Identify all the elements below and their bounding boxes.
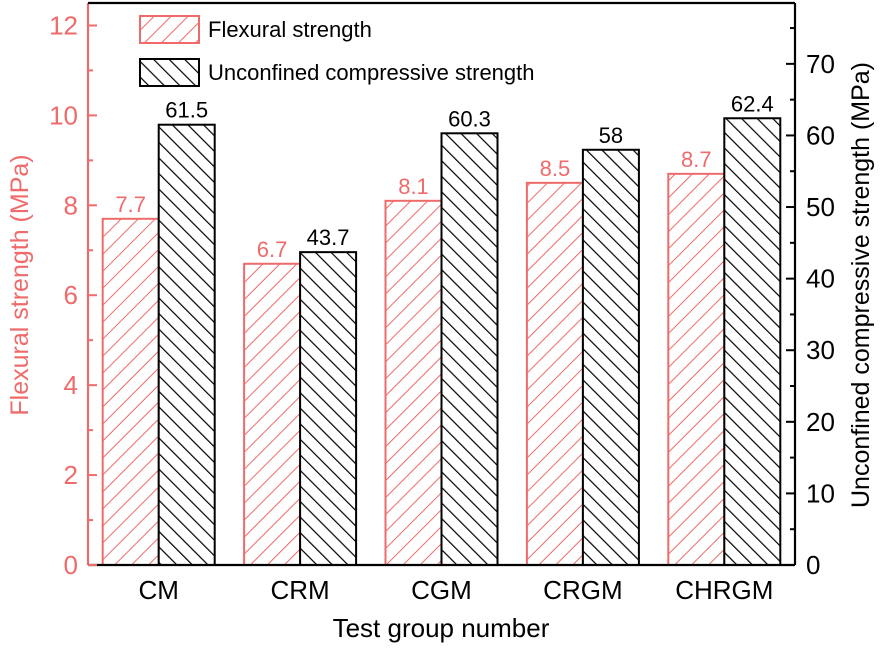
x-tick-label-crm: CRM <box>270 575 329 605</box>
right-tick-label: 30 <box>806 335 835 365</box>
right-tick-label: 20 <box>806 407 835 437</box>
left-tick-label: 8 <box>64 190 78 220</box>
bar-flexural-chrgm <box>667 172 726 567</box>
value-label-flexural-chrgm: 8.7 <box>681 147 712 172</box>
value-label-ucs-crgm: 58 <box>599 123 623 148</box>
y-axis-title: Flexural strength (MPa) <box>6 154 34 415</box>
value-label-ucs-chrgm: 62.4 <box>731 91 774 116</box>
legend-swatch-ucs <box>139 58 200 87</box>
bar-ucs-cm <box>157 123 216 567</box>
left-tick-label: 12 <box>49 10 78 40</box>
right-ticks-layer: 0 10 20 30 40 50 60 70 <box>786 27 835 580</box>
value-label-flexural-crgm: 8.5 <box>540 156 571 181</box>
bar-flexural-cm <box>101 217 160 566</box>
bars-layer <box>101 117 782 567</box>
left-tick-label: 6 <box>64 280 78 310</box>
x-ticks-layer: CM CRM CGM CRGM CHRGM <box>138 575 773 605</box>
x-tick-label-cgm: CGM <box>411 575 472 605</box>
value-label-ucs-cm: 61.5 <box>165 98 208 123</box>
x-axis-title: Test group number <box>333 613 550 643</box>
x-tick-label-cm: CM <box>138 575 178 605</box>
value-label-flexural-cgm: 8.1 <box>398 174 429 199</box>
right-tick-label: 60 <box>806 120 835 150</box>
right-tick-label: 70 <box>806 49 835 79</box>
right-tick-label: 50 <box>806 192 835 222</box>
bar-ucs-crgm <box>581 148 640 566</box>
right-tick-label: 0 <box>806 550 820 580</box>
bar-ucs-chrgm <box>723 117 782 566</box>
bar-ucs-crm <box>299 251 358 567</box>
bar-flexural-crm <box>243 262 302 566</box>
left-tick-label: 0 <box>64 550 78 580</box>
bar-flexural-cgm <box>384 199 443 566</box>
right-tick-label: 10 <box>806 478 835 508</box>
left-ticks-layer: 0 2 4 6 8 10 12 <box>49 10 97 580</box>
x-tick-label-chrgm: CHRGM <box>675 575 773 605</box>
x-tick-label-crgm: CRGM <box>543 575 622 605</box>
bar-flexural-crgm <box>525 181 584 566</box>
y2-axis-title: Unconfined compressive strength (MPa) <box>847 62 875 508</box>
left-tick-label: 2 <box>64 460 78 490</box>
legend-label-flexural: Flexural strength <box>208 17 372 42</box>
legend: Flexural strength Unconfined compressive… <box>139 15 535 87</box>
left-tick-label: 4 <box>64 370 78 400</box>
value-label-ucs-crm: 43.7 <box>307 225 350 250</box>
value-labels-layer: 7.7 61.5 6.7 43.7 8.1 60.3 8.5 58 8.7 62.4 <box>115 91 773 262</box>
left-tick-label: 10 <box>49 100 78 130</box>
legend-label-ucs: Unconfined compressive strength <box>208 60 535 85</box>
value-label-flexural-cm: 7.7 <box>115 192 146 217</box>
right-tick-label: 40 <box>806 264 835 294</box>
bar-ucs-cgm <box>440 132 499 566</box>
value-label-ucs-cgm: 60.3 <box>448 106 491 131</box>
legend-swatch-flexural <box>139 15 200 44</box>
value-label-flexural-crm: 6.7 <box>257 237 288 262</box>
